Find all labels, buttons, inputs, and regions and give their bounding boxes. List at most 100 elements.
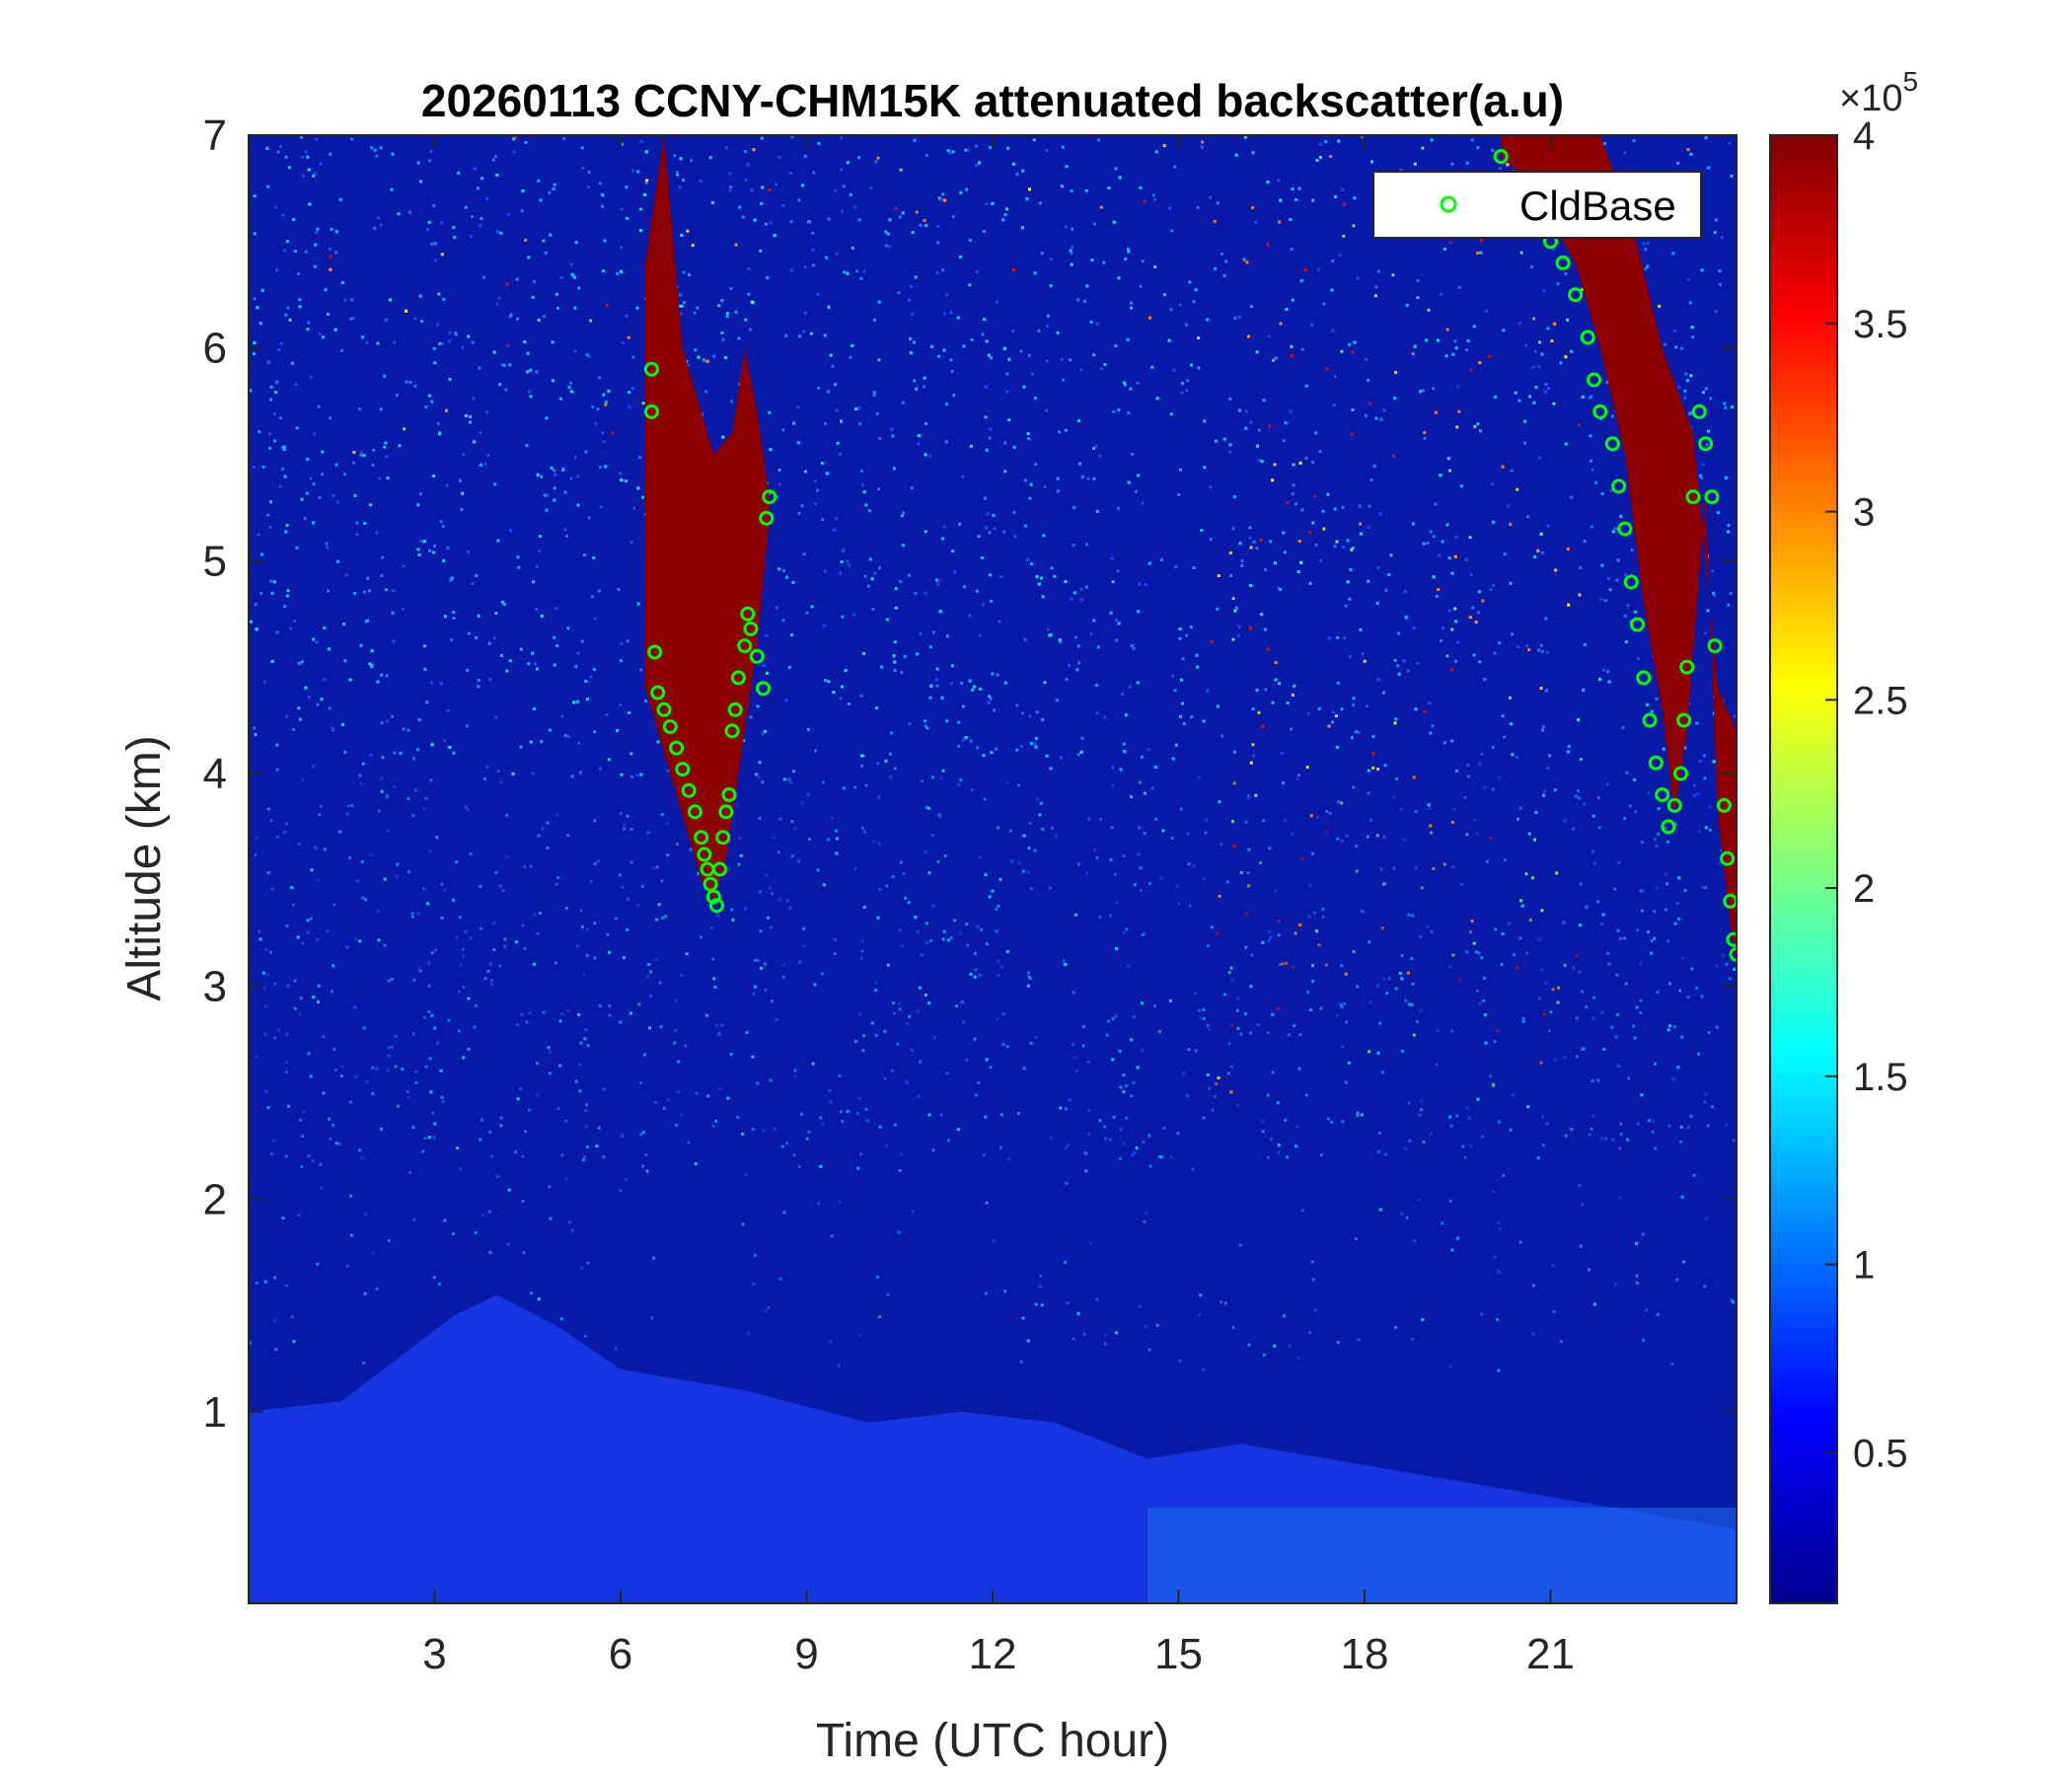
noise-pixel [531,651,535,655]
noise-pixel [1577,718,1580,722]
noise-pixel [1038,813,1042,817]
noise-pixel [459,963,463,967]
noise-pixel [1354,1229,1358,1233]
noise-pixel [892,467,896,471]
noise-pixel [1082,299,1086,303]
noise-pixel [343,659,347,663]
noise-pixel [1445,654,1449,658]
noise-pixel [1013,1165,1017,1168]
noise-pixel [619,812,623,816]
noise-pixel [266,973,270,977]
noise-pixel [1432,867,1436,870]
noise-pixel [1266,181,1270,185]
noise-pixel [488,1250,492,1254]
noise-pixel [992,1238,996,1242]
noise-pixel [1326,492,1330,496]
noise-pixel [1019,349,1023,353]
noise-pixel [892,1001,895,1004]
noise-pixel [1511,753,1515,757]
noise-pixel [1155,1323,1159,1327]
noise-pixel [1404,616,1408,620]
noise-pixel [1277,586,1281,590]
noise-pixel [1590,1127,1593,1131]
noise-pixel [860,469,863,473]
noise-pixel [1599,597,1603,601]
noise-pixel [1727,1176,1731,1180]
noise-pixel [1352,703,1356,707]
noise-pixel [660,813,664,816]
noise-pixel [422,644,426,648]
noise-pixel [1231,597,1235,601]
noise-pixel [309,375,313,379]
noise-pixel [608,1013,612,1017]
noise-pixel [1435,1063,1439,1067]
noise-pixel [1310,323,1314,327]
noise-pixel [794,1271,798,1275]
noise-pixel [353,493,357,497]
noise-pixel [1567,603,1571,607]
noise-pixel [1425,338,1428,342]
noise-pixel [957,744,961,748]
noise-pixel [1069,249,1073,253]
noise-pixel [1299,279,1303,282]
noise-pixel [1384,588,1388,592]
noise-pixel [1564,355,1568,359]
noise-pixel [1245,1229,1249,1233]
noise-pixel [1634,1297,1638,1301]
noise-pixel [334,463,338,467]
noise-pixel [1527,648,1531,652]
noise-pixel [917,442,921,446]
noise-pixel [1141,1001,1145,1005]
noise-pixel [1029,482,1033,486]
noise-pixel [584,1109,588,1112]
noise-pixel [854,407,858,410]
noise-pixel [319,804,323,808]
noise-pixel [259,937,262,941]
noise-pixel [471,1213,475,1217]
noise-pixel [1072,1337,1075,1341]
noise-pixel [391,611,395,615]
noise-pixel [1509,1128,1513,1132]
noise-pixel [1045,359,1049,363]
noise-pixel [1642,1338,1645,1342]
noise-pixel [536,1062,540,1066]
noise-pixel [1029,977,1033,981]
noise-pixel [324,288,328,292]
noise-pixel [533,707,537,711]
noise-pixel [575,1328,579,1332]
noise-pixel [1448,1224,1452,1228]
noise-pixel [1651,1267,1655,1270]
noise-pixel [1544,617,1548,621]
noise-pixel [697,871,701,875]
noise-pixel [1489,1074,1492,1078]
noise-pixel [1027,437,1031,441]
noise-pixel [377,809,381,813]
noise-pixel [1647,1119,1651,1123]
noise-pixel [1513,953,1516,957]
noise-pixel [467,997,471,1000]
noise-pixel [1279,587,1282,591]
noise-pixel [1006,1157,1010,1161]
noise-pixel [1148,316,1151,320]
noise-pixel [1352,785,1356,789]
noise-pixel [1666,1028,1670,1032]
noise-pixel [1369,402,1372,406]
noise-pixel [1423,437,1427,440]
noise-pixel [1090,1297,1094,1300]
noise-pixel [839,697,843,701]
noise-pixel [1509,522,1513,526]
noise-pixel [1498,641,1502,645]
noise-pixel [279,145,282,148]
noise-pixel [393,784,397,788]
noise-pixel [1450,571,1454,575]
noise-pixel [1339,1367,1343,1370]
noise-pixel [982,1153,986,1156]
noise-pixel [527,662,531,666]
noise-pixel [630,775,633,778]
noise-pixel [326,313,330,316]
noise-pixel [1311,521,1315,525]
noise-pixel [1633,1036,1637,1040]
noise-pixel [529,864,533,868]
noise-pixel [941,769,945,773]
